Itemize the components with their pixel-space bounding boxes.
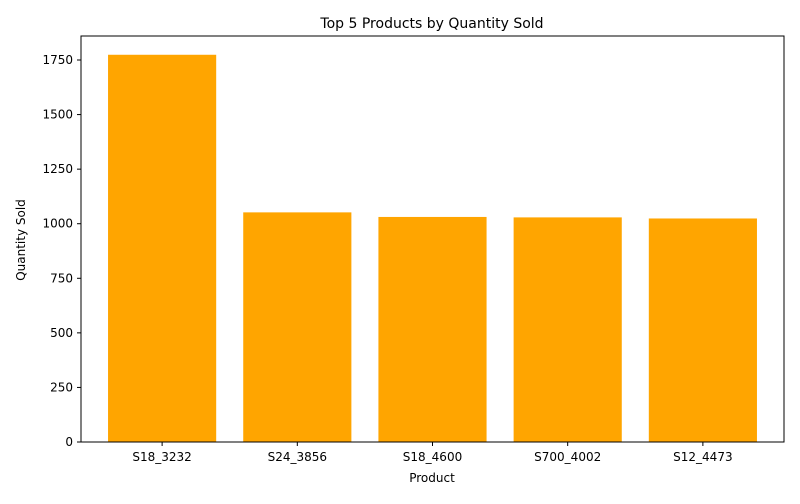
x-axis-label: Product [409, 471, 455, 485]
y-tick-label: 500 [50, 326, 73, 340]
x-tick-label: S18_4600 [403, 450, 462, 464]
bar-s24-3856 [243, 212, 352, 442]
bar-s12-4473 [648, 218, 757, 442]
x-tick-label: S18_3232 [132, 450, 191, 464]
bar-s18-3232 [108, 54, 217, 443]
x-tick-label: S700_4002 [534, 450, 601, 464]
chart-title: Top 5 Products by Quantity Sold [319, 16, 543, 32]
bars-layer [108, 54, 757, 443]
bar-s18-4600 [378, 216, 487, 442]
y-tick-label: 1250 [42, 162, 73, 176]
x-axis-ticks: S18_3232 S24_3856 S18_4600 S700_4002 S12_447… [132, 442, 733, 464]
y-tick-label: 250 [50, 380, 73, 394]
y-tick-label: 1500 [42, 108, 73, 122]
bar-s700-4002 [513, 217, 622, 442]
x-tick-label: S12_4473 [673, 450, 732, 464]
y-tick-label: 750 [50, 271, 73, 285]
y-axis-label: Quantity Sold [14, 199, 28, 281]
y-tick-label: 1750 [42, 53, 73, 67]
y-axis-ticks: 0 250 500 750 1000 1250 1500 1750 [42, 53, 81, 449]
y-tick-label: 1000 [42, 217, 73, 231]
x-tick-label: S24_3856 [268, 450, 327, 464]
y-tick-label: 0 [65, 435, 73, 449]
plot-area-frame [80, 35, 785, 443]
